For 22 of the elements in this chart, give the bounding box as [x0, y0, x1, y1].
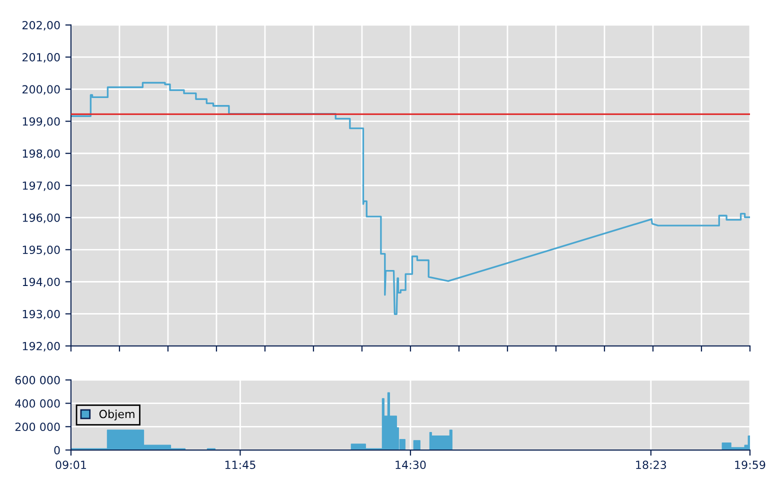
y-tick-label: 201,00 [22, 53, 60, 63]
y-tick-label: 198,00 [22, 149, 60, 159]
legend-label: Objem [99, 410, 134, 420]
y-tick-label: 197,00 [22, 181, 60, 191]
x-tick-label: 18:23 [636, 460, 666, 470]
y-tick-label: 194,00 [22, 278, 60, 288]
x-tick-label: 11:45 [225, 460, 256, 470]
x-tick-label: 19:59 [735, 460, 766, 470]
y-tick-label: 195,00 [22, 246, 60, 256]
x-tick-label: 14:30 [396, 460, 426, 470]
y-tick-label: 400 000 [15, 399, 60, 408]
y-tick-label: 0 [54, 446, 60, 454]
y-tick-label: 196,00 [22, 214, 60, 224]
y-tick-label: 199,00 [22, 117, 60, 127]
line-series [70, 82, 750, 315]
y-tick-label: 200 000 [15, 422, 60, 432]
y-tick-label: 193,00 [22, 310, 60, 320]
x-tick-label: 09:01 [56, 460, 86, 470]
y-tick-label: 192,00 [22, 342, 60, 352]
y-tick-label: 600 000 [15, 376, 60, 384]
y-tick-label: 202,00 [22, 20, 60, 31]
y-tick-label: 200,00 [22, 85, 60, 95]
